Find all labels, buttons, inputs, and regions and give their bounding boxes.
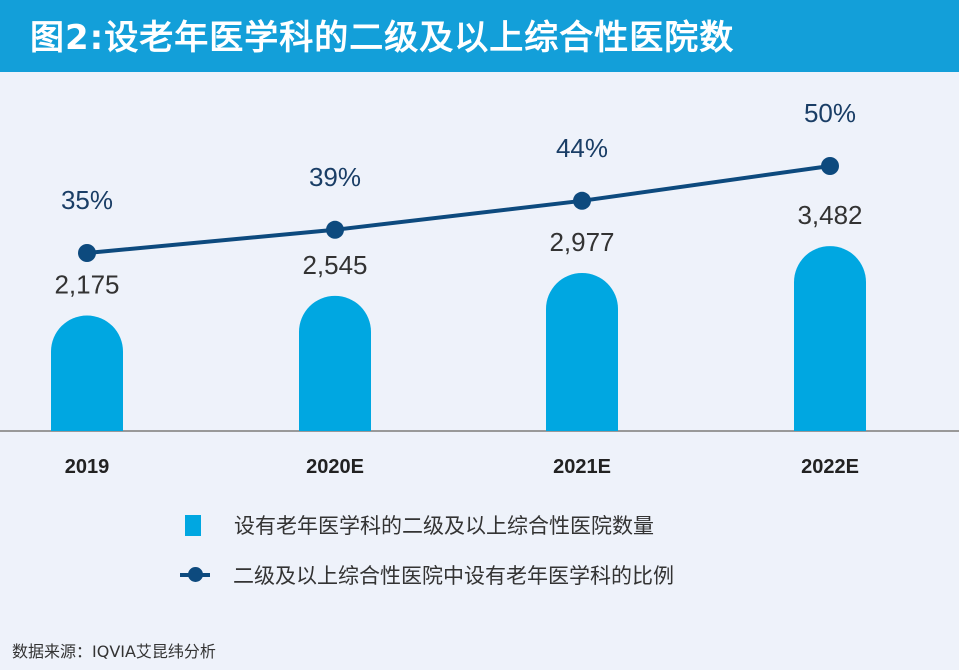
bar bbox=[51, 315, 123, 431]
bar-value-label: 2,175 bbox=[54, 270, 119, 300]
legend-item-bar: 设有老年医学科的二级及以上综合性医院数量 bbox=[180, 510, 654, 540]
bar bbox=[299, 295, 371, 431]
x-tick-label: 2020E bbox=[306, 456, 364, 478]
bar bbox=[546, 272, 618, 431]
x-tick-label: 2021E bbox=[553, 456, 611, 478]
line-value-label: 50% bbox=[804, 98, 856, 128]
line-value-label: 44% bbox=[556, 133, 608, 163]
bar bbox=[794, 246, 866, 431]
x-tick-label: 2022E bbox=[801, 456, 859, 478]
bar-value-label: 2,977 bbox=[549, 227, 614, 257]
bar-value-label: 3,482 bbox=[797, 200, 862, 230]
legend-line-label: 二级及以上综合性医院中设有老年医学科的比例 bbox=[233, 564, 674, 588]
line-series bbox=[86, 164, 831, 255]
line-value-label: 35% bbox=[61, 185, 113, 215]
line-point bbox=[573, 191, 591, 210]
x-tick-label: 2019 bbox=[65, 456, 110, 478]
title-bar: 图2:设老年医学科的二级及以上综合性医院数 bbox=[0, 0, 959, 72]
line-point bbox=[78, 244, 96, 262]
source-note: 数据来源：IQVIA艾昆纬分析 bbox=[12, 642, 216, 661]
legend-item-line: 二级及以上综合性医院中设有老年医学科的比例 bbox=[180, 560, 674, 590]
legend-bar-swatch bbox=[185, 514, 201, 536]
chart-area: 2,175 2019 2,545 2020E 2,977 2021E 3,482 2022E 3… bbox=[0, 98, 959, 478]
line-value-label: 39% bbox=[309, 162, 361, 192]
chart-title: 图2:设老年医学科的二级及以上综合性医院数 bbox=[30, 18, 735, 58]
line-point bbox=[821, 157, 839, 175]
legend-bar-label: 设有老年医学科的二级及以上综合性医院数量 bbox=[234, 514, 654, 538]
line-point bbox=[326, 220, 344, 239]
legend-line-swatch bbox=[180, 564, 210, 586]
bar-value-label: 2,545 bbox=[302, 250, 367, 280]
